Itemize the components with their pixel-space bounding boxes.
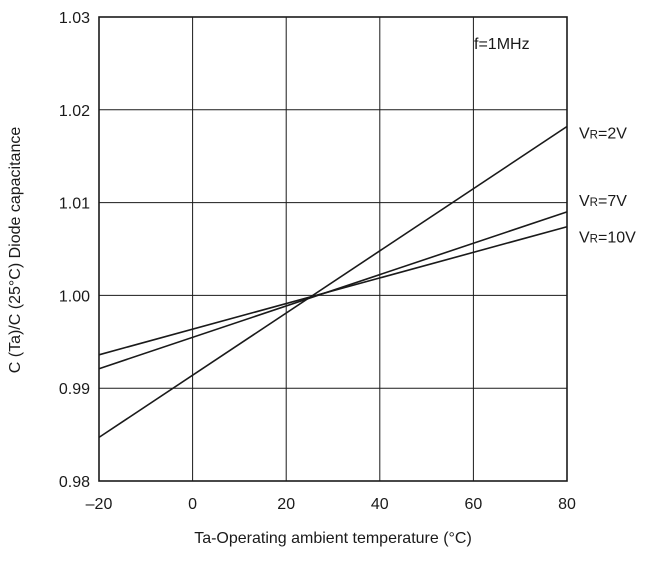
y-tick-label: 0.99 bbox=[59, 381, 90, 398]
series-lines bbox=[98, 125, 568, 439]
y-axis-label: C (Ta)/C (25°C) Diode capacitance bbox=[7, 127, 24, 374]
x-tick-label: 20 bbox=[277, 496, 295, 513]
series-line bbox=[98, 225, 568, 356]
series-label: VR=10V bbox=[579, 230, 636, 247]
series-label: VR=2V bbox=[579, 126, 627, 143]
plot-frame bbox=[98, 16, 568, 482]
y-tick-labels: 0.98 0.99 1.00 1.01 1.02 1.03 bbox=[59, 10, 90, 491]
grid-lines bbox=[99, 17, 567, 481]
y-tick-label: 1.01 bbox=[59, 196, 90, 213]
y-tick-label: 0.98 bbox=[59, 474, 90, 491]
x-tick-label: 0 bbox=[188, 496, 197, 513]
series-line bbox=[98, 125, 568, 439]
y-tick-label: 1.02 bbox=[59, 103, 90, 120]
y-tick-label: 1.00 bbox=[59, 288, 90, 305]
y-tick-label: 1.03 bbox=[59, 10, 90, 27]
series-label: VR=7V bbox=[579, 193, 627, 210]
x-axis-label: Ta-Operating ambient temperature (°C) bbox=[194, 530, 472, 547]
frequency-annotation: f=1MHz bbox=[474, 36, 530, 53]
x-tick-label: 40 bbox=[371, 496, 389, 513]
x-tick-labels: –20 0 20 40 60 80 bbox=[86, 496, 576, 513]
series-labels: VR=2V VR=7V VR=10V bbox=[579, 126, 636, 247]
x-tick-label: 60 bbox=[465, 496, 483, 513]
x-tick-label: 80 bbox=[558, 496, 576, 513]
x-tick-label: –20 bbox=[86, 496, 113, 513]
